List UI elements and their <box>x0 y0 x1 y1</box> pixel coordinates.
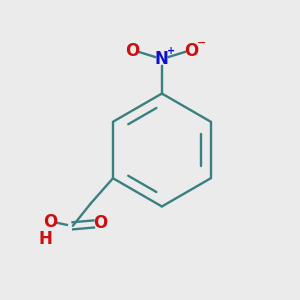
Text: O: O <box>93 214 107 232</box>
Text: O: O <box>44 213 58 231</box>
Text: −: − <box>196 38 206 48</box>
Text: H: H <box>38 230 52 248</box>
Text: +: + <box>167 46 175 56</box>
Text: O: O <box>184 42 199 60</box>
Text: O: O <box>125 42 139 60</box>
Text: N: N <box>155 50 169 68</box>
